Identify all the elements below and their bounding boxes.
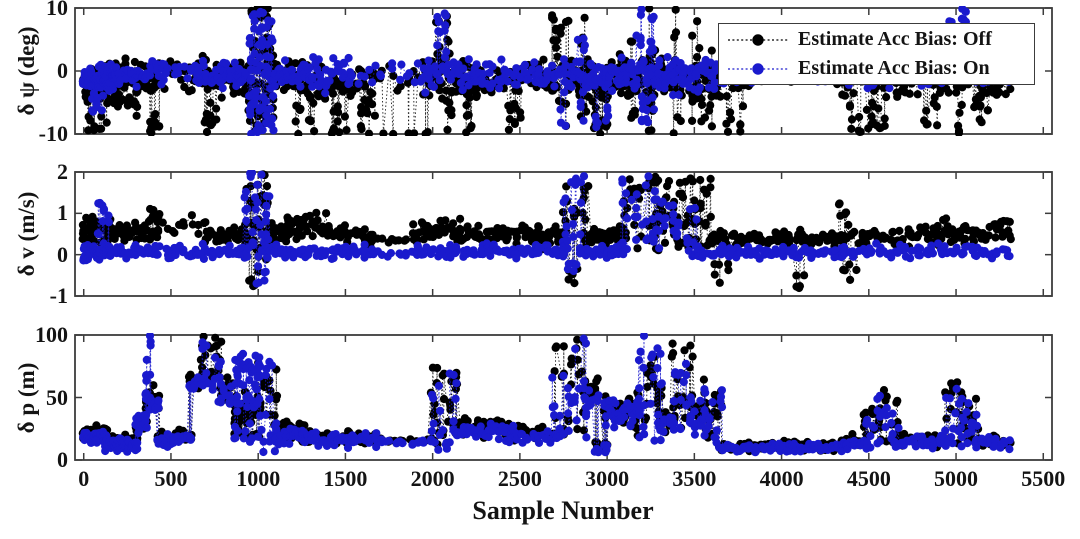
y-tick-label-p: 50 <box>46 384 68 410</box>
x-tick-label: 500 <box>154 466 188 491</box>
y-tick-label-psi: 0 <box>57 58 68 83</box>
y-tick-label-p: 100 <box>35 322 68 347</box>
y-tick-label-psi: 10 <box>46 0 68 20</box>
y-tick-label-psi: -10 <box>38 121 68 146</box>
legend-marker-on-icon <box>728 62 788 75</box>
y-tick-label-v: 0 <box>57 241 68 267</box>
x-tick-label: 5000 <box>934 466 979 491</box>
series-on-v <box>79 170 1014 288</box>
x-axis-title: Sample Number <box>472 496 654 525</box>
legend-marker-off-icon <box>728 33 788 46</box>
x-tick-label: 4000 <box>759 466 804 491</box>
subplot-frame-v <box>74 171 1053 297</box>
series-off-v <box>78 170 1015 293</box>
x-tick-label: 1500 <box>323 466 368 491</box>
y-tick-label-v: -1 <box>49 283 68 308</box>
legend-label-on: Estimate Acc Bias: On <box>798 57 990 79</box>
legend-item-off: Estimate Acc Bias: Off <box>719 26 1034 53</box>
x-tick-label: 4500 <box>846 466 891 491</box>
x-tick-label: 1000 <box>236 466 281 491</box>
legend-item-on: Estimate Acc Bias: On <box>719 55 1034 82</box>
x-tick-label: 5500 <box>1021 466 1066 491</box>
x-tick-label: 2000 <box>410 466 455 491</box>
x-tick-label: 3000 <box>585 466 630 491</box>
x-tick-label: 2500 <box>497 466 542 491</box>
legend: Estimate Acc Bias: Off Estimate Acc Bias… <box>718 23 1035 85</box>
y-tick-label-p: 0 <box>57 447 68 472</box>
x-tick-label: 0 <box>78 466 90 491</box>
legend-label-off: Estimate Acc Bias: Off <box>798 28 992 50</box>
x-tick-label: 3500 <box>672 466 717 491</box>
ticks-p <box>75 334 1052 461</box>
y-tick-label-v: 1 <box>57 200 68 226</box>
series-on-p <box>79 333 1014 457</box>
y-tick-label-v: 2 <box>57 159 68 184</box>
